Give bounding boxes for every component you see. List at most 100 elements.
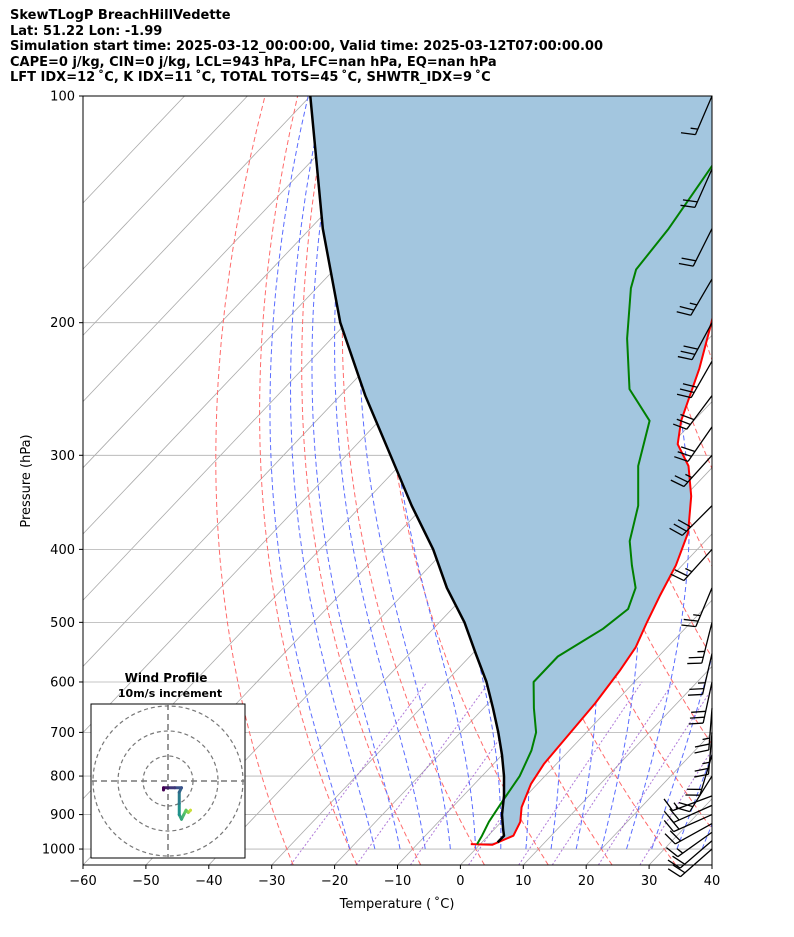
wind-barb-shaft	[686, 395, 713, 430]
wind-barb-feather	[680, 204, 696, 209]
wind-barb	[670, 548, 713, 582]
wind-barb-shaft	[707, 732, 713, 775]
wind-barb	[672, 395, 713, 430]
wind-barb-feather	[680, 132, 696, 136]
wind-barb	[667, 840, 713, 869]
wind-barb-feather	[679, 305, 695, 311]
wind-barb-shaft	[679, 840, 713, 869]
cape-area	[310, 96, 712, 845]
wind-barb	[663, 813, 713, 833]
wind-barb-feather	[680, 350, 696, 356]
wind-barb-feather	[691, 710, 706, 713]
moist-adiabat-line	[334, 96, 426, 850]
wind-barb-feather	[689, 716, 705, 719]
isotherm-line	[460, 599, 712, 865]
wind-barb-feather	[670, 479, 685, 488]
chart-title: SkewTLogP BreachHillVedette	[10, 8, 231, 23]
wind-barb-shaft	[694, 95, 713, 135]
wind-barb-shaft	[687, 426, 713, 462]
wind-barb-shaft	[690, 360, 713, 398]
wind-barb-shaft	[673, 813, 713, 833]
wind-barb-feather	[673, 523, 687, 532]
indices-line-2: LFT IDX=12 ˚C, K IDX=11 ˚C, TOTAL TOTS=4…	[10, 70, 491, 85]
wind-barb	[667, 848, 713, 878]
wind-barb	[678, 228, 713, 267]
wind-barb-feather	[694, 743, 710, 748]
wind-barb-shaft	[701, 653, 713, 695]
wind-barb-feather	[669, 808, 680, 821]
location-line: Lat: 51.22 Lon: -1.99	[10, 23, 163, 39]
x-tick-label: 0	[456, 874, 464, 889]
x-tick-label: −10	[384, 874, 411, 889]
y-tick-label: 300	[50, 449, 75, 464]
wind-barb-feather	[688, 722, 704, 725]
x-tick-label: −30	[258, 874, 285, 889]
indices-line: CAPE=0 j/kg, CIN=0 j/kg, LCL=943 hPa, LF…	[10, 54, 497, 70]
wind-barb-feather	[680, 413, 695, 421]
wind-barb-half-feather	[689, 302, 698, 306]
wind-barb-feather	[677, 355, 693, 361]
moist-adiabat-line	[311, 96, 401, 850]
wind-barb-feather	[674, 456, 689, 462]
hodograph-title: Wind Profile	[125, 671, 208, 685]
wind-barb	[669, 505, 713, 536]
wind-barb-feather	[678, 262, 694, 267]
wind-barb-feather	[679, 388, 695, 394]
x-tick-label: 40	[704, 874, 721, 889]
dry-adiabat-line	[215, 96, 294, 865]
wind-barb	[687, 622, 713, 665]
wind-barb	[676, 278, 713, 316]
wind-barb-feather	[689, 687, 704, 691]
wind-barb-shaft	[708, 708, 713, 751]
moist-adiabat-line	[269, 96, 351, 850]
x-tick-label: −50	[132, 874, 159, 889]
wind-barb-feather	[663, 810, 675, 823]
wind-barb-shaft	[679, 848, 713, 878]
y-tick-label: 900	[50, 808, 75, 823]
wind-barb-shaft	[674, 822, 713, 845]
wind-barb-shaft	[673, 804, 713, 824]
isotherm-line	[83, 96, 374, 403]
wind-barb-feather	[682, 199, 698, 203]
y-tick-label: 800	[50, 770, 75, 785]
wind-barb-feather	[674, 569, 689, 577]
wind-barb-feather	[687, 693, 703, 696]
wind-barb-shaft	[694, 168, 713, 208]
x-axis-label: Temperature ( ˚C)	[339, 896, 455, 912]
wind-barb	[680, 168, 713, 209]
wind-barb-feather	[663, 798, 674, 812]
parcel-line	[309, 96, 506, 844]
header: SkewTLogP BreachHillVedette Lat: 51.22 L…	[10, 8, 603, 86]
isotherm-line	[83, 96, 248, 270]
axes: −60 −50 −40 −30 −20 −10 0 10 20 30 40 1000 900 800 700…	[42, 90, 720, 890]
y-tick-label: 400	[50, 543, 75, 558]
mixing-ratio-line	[639, 748, 712, 865]
mixing-ratio-line	[551, 681, 674, 865]
wind-barb	[676, 360, 713, 399]
wind-barb-feather	[663, 820, 675, 833]
wind-barb-shaft	[695, 587, 713, 627]
wind-barb-feather	[674, 475, 689, 483]
wind-barb-shaft	[701, 622, 713, 664]
wind-barb-feather	[694, 767, 710, 772]
moist-adiabat-line	[676, 752, 712, 850]
y-tick-label: 600	[50, 675, 75, 690]
mixing-ratio-line	[518, 681, 643, 865]
wind-barb-shaft	[683, 454, 713, 487]
y-tick-label: 200	[50, 316, 75, 331]
wind-barb	[694, 708, 713, 754]
wind-barb	[694, 732, 713, 778]
wind-barb-half-feather	[693, 614, 701, 617]
wind-barb	[666, 831, 713, 858]
wind-barbs	[663, 95, 713, 878]
y-tick-label: 1000	[42, 843, 75, 858]
wind-barb-feather	[681, 624, 696, 628]
y-tick-label: 700	[50, 726, 75, 741]
wind-barb-feather	[682, 383, 698, 388]
wind-barb-feather	[683, 345, 698, 350]
wind-barb	[664, 822, 713, 845]
mixing-ratio-line	[597, 688, 712, 865]
wind-barb-half-feather	[702, 737, 710, 741]
x-tick-label: 20	[578, 874, 595, 889]
dry-adiabat-line	[341, 96, 485, 865]
